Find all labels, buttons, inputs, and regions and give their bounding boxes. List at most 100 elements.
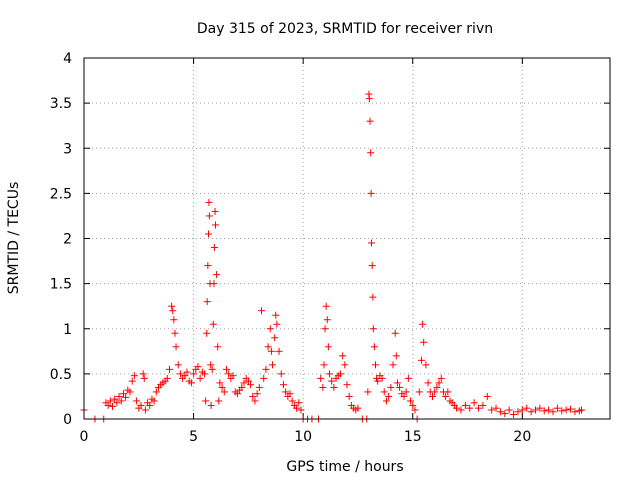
data-point: [202, 397, 210, 405]
data-point: [369, 325, 377, 333]
data-point: [339, 352, 347, 360]
data-point: [170, 316, 178, 324]
data-point: [249, 392, 257, 400]
data-point: [251, 397, 259, 405]
data-point: [457, 406, 465, 414]
y-tick-label: 0.5: [50, 367, 72, 383]
data-point: [393, 379, 401, 387]
plot-frame: [83, 57, 611, 420]
y-tick-label: 3: [63, 141, 72, 157]
data-point: [558, 407, 566, 415]
data-point: [444, 388, 452, 396]
data-point: [422, 361, 430, 369]
data-point: [205, 212, 213, 220]
data-point: [323, 316, 331, 324]
data-point: [367, 189, 375, 197]
data-point: [271, 334, 279, 342]
data-point: [567, 405, 575, 413]
data-point: [210, 244, 218, 252]
data-point: [268, 361, 276, 369]
data-point: [212, 221, 219, 229]
data-point: [181, 372, 189, 380]
data-point: [492, 404, 500, 412]
data-point: [404, 374, 412, 382]
data-point: [354, 404, 362, 412]
x-tick-label: 10: [294, 429, 312, 445]
data-point: [328, 377, 336, 385]
data-point: [501, 410, 509, 418]
data-point: [201, 370, 209, 378]
data-point: [483, 392, 491, 400]
data-point: [553, 404, 561, 412]
data-point: [428, 392, 436, 400]
data-point: [317, 374, 325, 382]
data-point: [207, 361, 215, 369]
data-point: [366, 117, 374, 125]
y-tick-label: 1.5: [50, 277, 72, 293]
data-point: [128, 377, 136, 385]
data-point: [320, 361, 328, 369]
data-point: [365, 95, 373, 103]
data-point: [369, 293, 377, 301]
data-point: [518, 406, 526, 414]
data-point: [402, 388, 410, 396]
data-point: [368, 262, 376, 270]
data-point: [325, 370, 333, 378]
data-point: [364, 388, 372, 396]
data-point: [163, 374, 171, 382]
data-point: [345, 392, 353, 400]
data-point: [187, 379, 195, 387]
data-point: [370, 343, 378, 351]
data-point: [437, 374, 445, 382]
data-point: [267, 347, 275, 355]
data-point: [133, 397, 141, 405]
data-point: [104, 401, 112, 409]
data-point: [420, 338, 428, 346]
data-point: [293, 404, 301, 412]
data-point: [322, 302, 330, 310]
x-axis-label: GPS time / hours: [286, 459, 403, 475]
data-point: [319, 383, 327, 391]
data-point: [183, 368, 191, 376]
data-point: [165, 365, 173, 373]
x-axis-ticks: 0 5 10 15 20: [80, 58, 531, 445]
data-point: [171, 329, 179, 337]
data-point: [431, 388, 439, 396]
data-point: [368, 239, 376, 247]
data-point: [385, 392, 393, 400]
data-point: [172, 343, 180, 351]
data-point: [209, 320, 217, 328]
data-point: [176, 370, 184, 378]
data-point: [190, 370, 198, 378]
x-tick-label: 0: [80, 429, 89, 445]
data-point: [115, 392, 123, 400]
data-point: [210, 280, 218, 288]
data-point: [433, 383, 441, 391]
data-point: [140, 374, 148, 382]
data-point: [282, 388, 290, 396]
data-point: [215, 397, 223, 405]
data-point: [286, 390, 294, 398]
data-point: [321, 325, 329, 333]
x-tick-label: 20: [513, 429, 531, 445]
data-point: [108, 402, 116, 410]
data-point: [152, 388, 160, 396]
data-point: [146, 401, 154, 409]
data-point: [196, 374, 204, 382]
data-point: [229, 372, 237, 380]
data-points: [80, 90, 586, 423]
data-point: [139, 370, 147, 378]
data-point: [106, 397, 114, 405]
data-point: [126, 388, 134, 396]
data-point: [244, 377, 252, 385]
data-point: [130, 372, 138, 380]
data-point: [295, 399, 303, 407]
data-point: [122, 393, 130, 401]
data-point: [297, 406, 305, 414]
data-point: [258, 307, 266, 315]
data-point: [264, 343, 272, 351]
data-point: [266, 325, 274, 333]
data-point: [400, 392, 408, 400]
data-point: [194, 363, 202, 371]
